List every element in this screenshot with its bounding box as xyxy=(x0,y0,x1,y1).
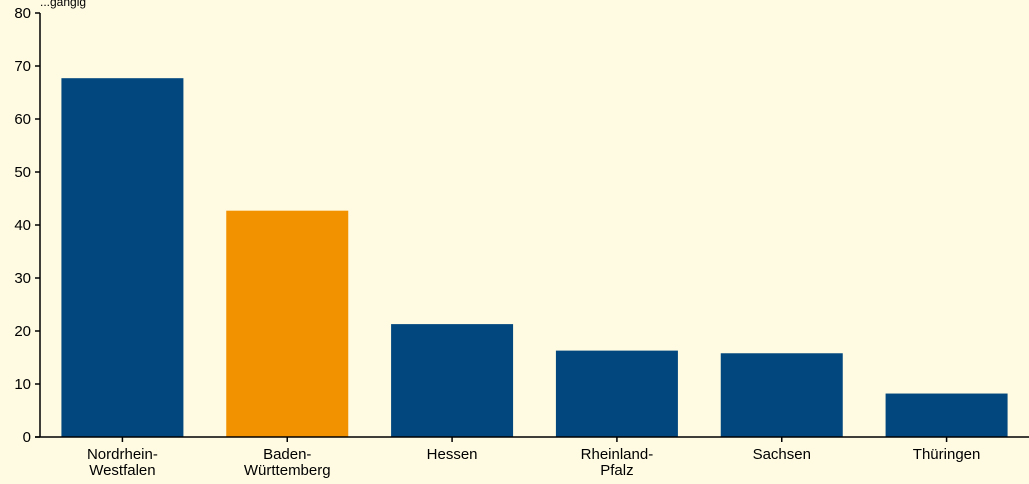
y-tick-label: 40 xyxy=(14,217,31,234)
x-tick-label: Württemberg xyxy=(244,462,331,479)
x-tick-label: Pfalz xyxy=(600,462,633,479)
y-tick-label: 70 xyxy=(14,58,31,75)
x-axis: Nordrhein-Westfalen Baden-Württemberg Hess… xyxy=(35,436,1029,479)
x-tick-label: Hessen xyxy=(427,446,478,463)
x-tick-label: Nordrhein- xyxy=(87,446,158,463)
y-tick-label: 80 xyxy=(14,5,31,22)
x-tick-label: Westfalen xyxy=(89,462,155,479)
y-tick-label: 0 xyxy=(23,429,31,446)
bar-rheinland-pfalz xyxy=(555,350,678,437)
y-axis: 0 10 20 30 40 50 60 70 80 xyxy=(14,5,41,446)
bars-group xyxy=(61,78,1008,437)
x-tick-label: Sachsen xyxy=(753,446,811,463)
bar-nordrhein-westfalen xyxy=(61,78,184,437)
x-tick-label: Rheinland- xyxy=(581,446,654,463)
bar-thüringen xyxy=(885,393,1008,437)
y-tick-label: 10 xyxy=(14,376,31,393)
bar-sachsen xyxy=(720,353,843,437)
y-tick-label: 20 xyxy=(14,323,31,340)
y-tick-label: 50 xyxy=(14,164,31,181)
y-tick-label: 30 xyxy=(14,270,31,287)
x-tick-label: Thüringen xyxy=(913,446,981,463)
x-tick-label: Baden- xyxy=(263,446,311,463)
bar-baden-württemberg xyxy=(226,210,349,437)
y-tick-label: 60 xyxy=(14,111,31,128)
y-axis-label: ...gängig xyxy=(40,0,86,9)
bar-hessen xyxy=(391,324,514,437)
